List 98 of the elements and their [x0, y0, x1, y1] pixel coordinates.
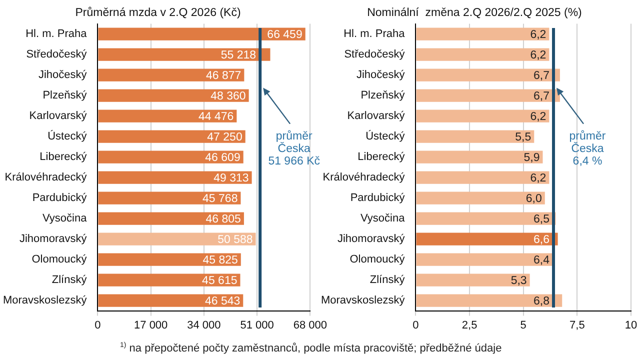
bar	[98, 89, 249, 102]
bar	[98, 150, 244, 164]
x-tick-label: 34 000	[187, 319, 221, 332]
data-label: 5,5	[515, 132, 532, 144]
chart-title: Průměrná mzda v 2.Q 2026 (Kč)	[75, 6, 241, 20]
y-tick-label: Středočeský	[26, 48, 88, 61]
y-tick-label: Jihočeský	[38, 69, 88, 82]
y-tick-label: Středočeský	[344, 48, 406, 61]
data-label: 44 476	[198, 111, 234, 124]
bar	[416, 253, 554, 266]
bar	[416, 171, 550, 184]
bar	[98, 110, 237, 122]
data-label: 66 459	[267, 29, 302, 42]
x-tick-label: 7,5	[570, 319, 585, 332]
y-tick-label: Hl. m. Praha	[344, 28, 406, 40]
bar	[98, 130, 246, 143]
bar	[98, 171, 252, 184]
bar	[416, 294, 562, 307]
bar	[98, 294, 244, 307]
y-tick-label: Plzeňský	[360, 90, 406, 102]
x-tick-label: 17 000	[134, 319, 168, 332]
bar	[416, 28, 550, 40]
data-label: 46 543	[204, 296, 240, 308]
data-label: 6,2	[530, 111, 546, 124]
y-tick-label: Jihomoravský	[19, 233, 88, 246]
bar	[98, 253, 241, 266]
y-tick-label: Liberecký	[40, 151, 88, 164]
ref-line-label: průměr Česka 6,4 %	[569, 130, 606, 168]
chart-title: Nominální změna 2.Q 2026/2.Q 2025 (%)	[367, 7, 582, 20]
bar	[416, 192, 545, 204]
y-tick-label: Hl. m. Praha	[26, 28, 88, 40]
data-label: 6,6	[534, 234, 550, 246]
text: $^{1)}$ na přepočtené počty zaměstnanců, podle místa pracoviště; předběžné údaje	[120, 342, 502, 355]
data-label: 50 588	[218, 234, 253, 246]
x-tick-label: 2,5	[462, 319, 478, 332]
bar	[98, 48, 270, 61]
data-label: 6,7	[534, 90, 550, 103]
data-label: 5,9	[524, 152, 540, 164]
y-tick-label: Liberecký	[358, 151, 406, 164]
data-label: 46 877	[206, 70, 242, 82]
bar	[416, 150, 543, 164]
x-tick-label: 51 000	[240, 319, 274, 332]
y-tick-label: Jihomoravský	[337, 233, 406, 246]
y-tick-label: Královéhradecký	[322, 172, 406, 184]
data-label: 45 825	[202, 254, 238, 267]
bar	[416, 68, 560, 82]
bar	[98, 274, 240, 286]
y-tick-label: Jihočeský	[356, 69, 406, 82]
y-tick-label: Ústecký	[366, 130, 406, 143]
data-label: 6,8	[534, 296, 550, 308]
data-label: 6,0	[526, 193, 542, 206]
y-tick-label: Zlínský	[370, 274, 406, 286]
data-label: 45 768	[202, 193, 238, 206]
ref-line-label: průměr Česka 51 966 Kč	[268, 130, 320, 168]
x-tick-label: 0	[412, 319, 419, 332]
y-tick-label: Olomoucký	[32, 254, 88, 266]
data-label: 6,7	[534, 70, 550, 82]
bar	[416, 212, 556, 225]
bar	[98, 192, 241, 204]
data-label: 49 313	[214, 172, 249, 185]
y-tick-label: Karlovarský	[347, 110, 406, 122]
x-tick-label: 10	[624, 319, 638, 332]
data-label: 5,3	[510, 275, 527, 288]
data-label: 45 615	[202, 275, 238, 288]
data-label: 6,2	[530, 50, 546, 62]
bar	[98, 68, 244, 82]
data-label: 48 360	[210, 90, 246, 103]
bar	[98, 28, 306, 40]
bar	[416, 48, 550, 61]
x-tick-label: 0	[94, 319, 101, 332]
y-tick-label: Ústecký	[48, 130, 88, 143]
data-label: 6,4	[534, 254, 550, 267]
bar	[98, 232, 256, 246]
y-tick-label: Královéhradecký	[4, 172, 88, 184]
data-label: 6,2	[530, 172, 546, 185]
data-label: 6,2	[530, 29, 546, 42]
y-tick-label: Pardubický	[350, 192, 406, 204]
x-tick-label: 68 000	[293, 319, 328, 332]
data-label: 6,5	[534, 214, 550, 226]
y-tick-label: Vysočina	[360, 212, 406, 225]
bar	[416, 232, 558, 246]
bar	[98, 212, 244, 225]
data-label: 46 805	[206, 214, 241, 226]
bar	[416, 130, 534, 143]
y-tick-label: Pardubický	[32, 192, 88, 204]
data-label: 55 218	[220, 50, 256, 62]
x-tick-label: 5	[520, 319, 526, 332]
data-label: 46 609	[205, 152, 240, 164]
y-tick-label: Vysočina	[42, 212, 88, 225]
bar	[416, 274, 530, 286]
data-label: 47 250	[207, 132, 242, 144]
y-tick-label: Moravskoslezský	[2, 294, 88, 307]
y-tick-label: Olomoucký	[350, 254, 406, 266]
y-tick-label: Karlovarský	[29, 110, 88, 122]
bar	[416, 110, 550, 122]
y-tick-label: Moravskoslezský	[320, 294, 406, 307]
y-tick-label: Plzeňský	[42, 90, 88, 102]
y-tick-label: Zlínský	[52, 274, 88, 286]
